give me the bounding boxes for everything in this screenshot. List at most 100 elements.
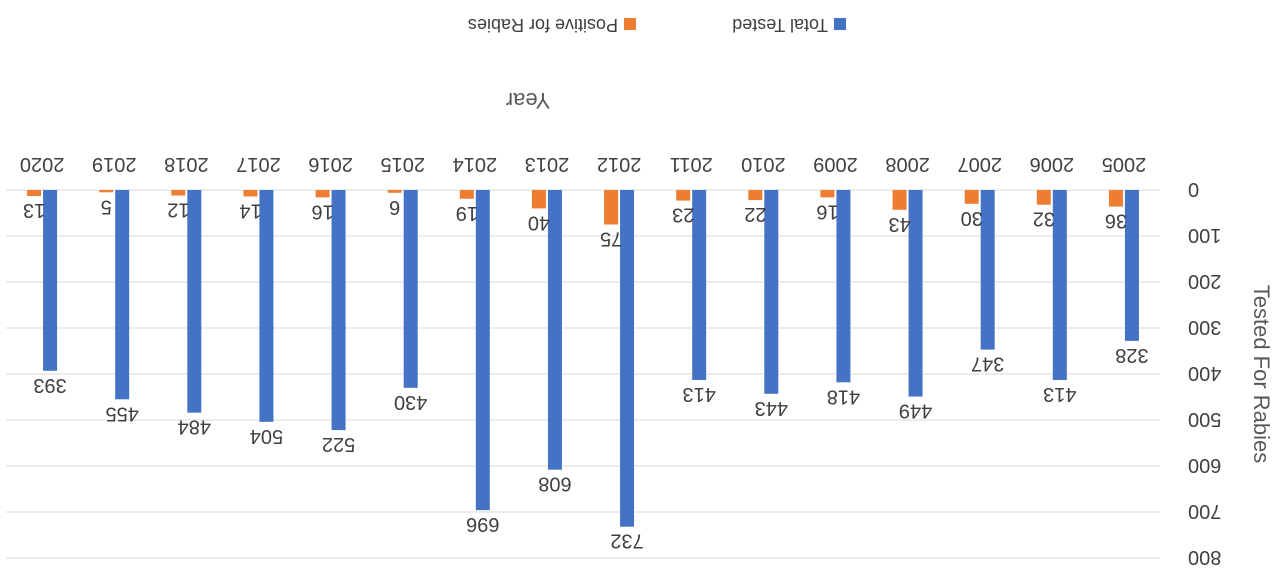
x-tick-label-2018: 2018	[164, 153, 209, 175]
bar-positive-2018	[171, 190, 186, 196]
x-tick-label-2013: 2013	[525, 153, 570, 175]
bar-total-tested-2016	[331, 190, 346, 431]
x-tick-label-2016: 2016	[308, 153, 353, 175]
bar-positive-2017	[243, 190, 258, 197]
x-axis-ticks: 2005 2006 2007 2008 2009 2010 2011 2012 2013 2014…	[20, 153, 1146, 175]
bar-total-tested-2005	[1124, 190, 1139, 341]
bar-total-tested-2018	[187, 190, 202, 413]
legend-swatch-total-tested	[834, 18, 846, 30]
data-label-positive-2014: 19	[456, 202, 478, 224]
y-axis-title: Tested For Rabies	[1249, 285, 1274, 464]
bar-positive-2008	[892, 190, 907, 210]
data-label-positive-2018: 12	[167, 199, 189, 221]
data-label-positive-2008: 43	[888, 213, 910, 235]
bar-positive-2009	[820, 190, 835, 198]
data-label-total-tested-2020: 393	[33, 374, 66, 396]
data-label-positive-2013: 40	[528, 211, 550, 233]
bar-positive-2015	[387, 190, 402, 193]
legend-label-total-tested: Total Tested	[732, 15, 828, 35]
data-label-positive-2005: 36	[1105, 210, 1127, 232]
data-label-positive-2009: 16	[816, 200, 838, 222]
bars	[27, 190, 1139, 527]
y-tick-label-700: 700	[1188, 500, 1221, 522]
bar-total-tested-2006	[1052, 190, 1067, 380]
bar-positive-2016	[315, 190, 330, 198]
legend-swatch-positive-for-rabies	[624, 18, 636, 30]
bar-total-tested-2013	[547, 190, 562, 470]
data-label-total-tested-2016: 522	[322, 433, 355, 455]
x-tick-label-2017: 2017	[236, 153, 281, 175]
y-tick-label-500: 500	[1188, 408, 1221, 430]
y-tick-label-800: 800	[1188, 546, 1221, 568]
bar-total-tested-2015	[403, 190, 418, 388]
data-label-total-tested-2009: 418	[827, 385, 860, 407]
data-label-total-tested-2015: 430	[394, 391, 427, 413]
data-label-total-tested-2012: 732	[610, 530, 643, 552]
x-tick-label-2014: 2014	[453, 153, 498, 175]
y-tick-label-100: 100	[1188, 224, 1221, 246]
bar-positive-2020	[27, 190, 42, 196]
bar-total-tested-2019	[115, 190, 130, 400]
x-tick-label-2010: 2010	[741, 153, 786, 175]
bar-positive-2007	[964, 190, 979, 204]
data-label-positive-2006: 32	[1033, 208, 1055, 230]
x-tick-label-2015: 2015	[380, 153, 425, 175]
data-label-total-tested-2005: 328	[1115, 344, 1148, 366]
bar-positive-2011	[676, 190, 691, 201]
bar-positive-2010	[748, 190, 763, 201]
data-label-positive-2016: 16	[311, 200, 333, 222]
bar-total-tested-2017	[259, 190, 274, 422]
data-label-positive-2012: 75	[600, 228, 622, 250]
y-tick-label-200: 200	[1188, 270, 1221, 292]
bar-total-tested-2011	[692, 190, 707, 380]
bar-positive-2012	[604, 190, 619, 225]
bar-total-tested-2008	[908, 190, 923, 397]
x-tick-label-2020: 2020	[20, 153, 65, 175]
data-label-total-tested-2010: 443	[755, 397, 788, 419]
x-tick-label-2011: 2011	[670, 153, 713, 175]
x-tick-label-2006: 2006	[1030, 153, 1075, 175]
x-tick-label-2007: 2007	[957, 153, 1002, 175]
data-label-total-tested-2006: 413	[1043, 383, 1076, 405]
data-label-positive-2011: 23	[672, 204, 694, 226]
data-label-total-tested-2011: 413	[683, 383, 716, 405]
data-label-total-tested-2014: 696	[466, 513, 499, 535]
x-tick-label-2005: 2005	[1102, 153, 1147, 175]
data-label-positive-2007: 30	[961, 207, 983, 229]
bar-positive-2006	[1036, 190, 1051, 205]
data-label-positive-2015: 6	[389, 196, 400, 218]
data-label-positive-2017: 14	[239, 199, 261, 221]
bar-total-tested-2020	[43, 190, 58, 371]
data-label-total-tested-2008: 449	[899, 400, 932, 422]
data-label-positive-2020: 13	[23, 199, 45, 221]
x-tick-label-2009: 2009	[813, 153, 858, 175]
bar-total-tested-2014	[475, 190, 490, 511]
y-tick-label-0: 0	[1188, 178, 1199, 200]
x-tick-label-2008: 2008	[885, 153, 930, 175]
data-label-total-tested-2018: 484	[178, 416, 211, 438]
bar-total-tested-2007	[980, 190, 995, 350]
data-label-total-tested-2017: 504	[250, 425, 283, 447]
y-tick-label-400: 400	[1188, 362, 1221, 384]
x-tick-label-2019: 2019	[92, 153, 137, 175]
legend-label-positive-for-rabies: Positive for Rabies	[468, 15, 618, 35]
data-label-total-tested-2013: 608	[538, 473, 571, 495]
data-label-positive-2010: 22	[744, 203, 766, 225]
bar-positive-2019	[99, 190, 114, 193]
gridlines	[6, 189, 1160, 559]
legend: Total Tested Positive for Rabies	[468, 15, 846, 35]
y-axis-ticks: 0 100 200 300 400 500 600 700 800	[1188, 178, 1221, 568]
data-label-total-tested-2007: 347	[971, 353, 1004, 375]
bar-positive-2014	[459, 190, 474, 199]
x-tick-label-2012: 2012	[597, 153, 642, 175]
data-label-positive-2019: 5	[101, 195, 112, 217]
bar-positive-2005	[1108, 190, 1123, 207]
bar-total-tested-2009	[836, 190, 851, 383]
x-axis-title: Year	[506, 88, 550, 113]
y-tick-label-300: 300	[1188, 316, 1221, 338]
bar-positive-2013	[531, 190, 546, 209]
bar-total-tested-2010	[764, 190, 779, 394]
bar-total-tested-2012	[620, 190, 635, 527]
